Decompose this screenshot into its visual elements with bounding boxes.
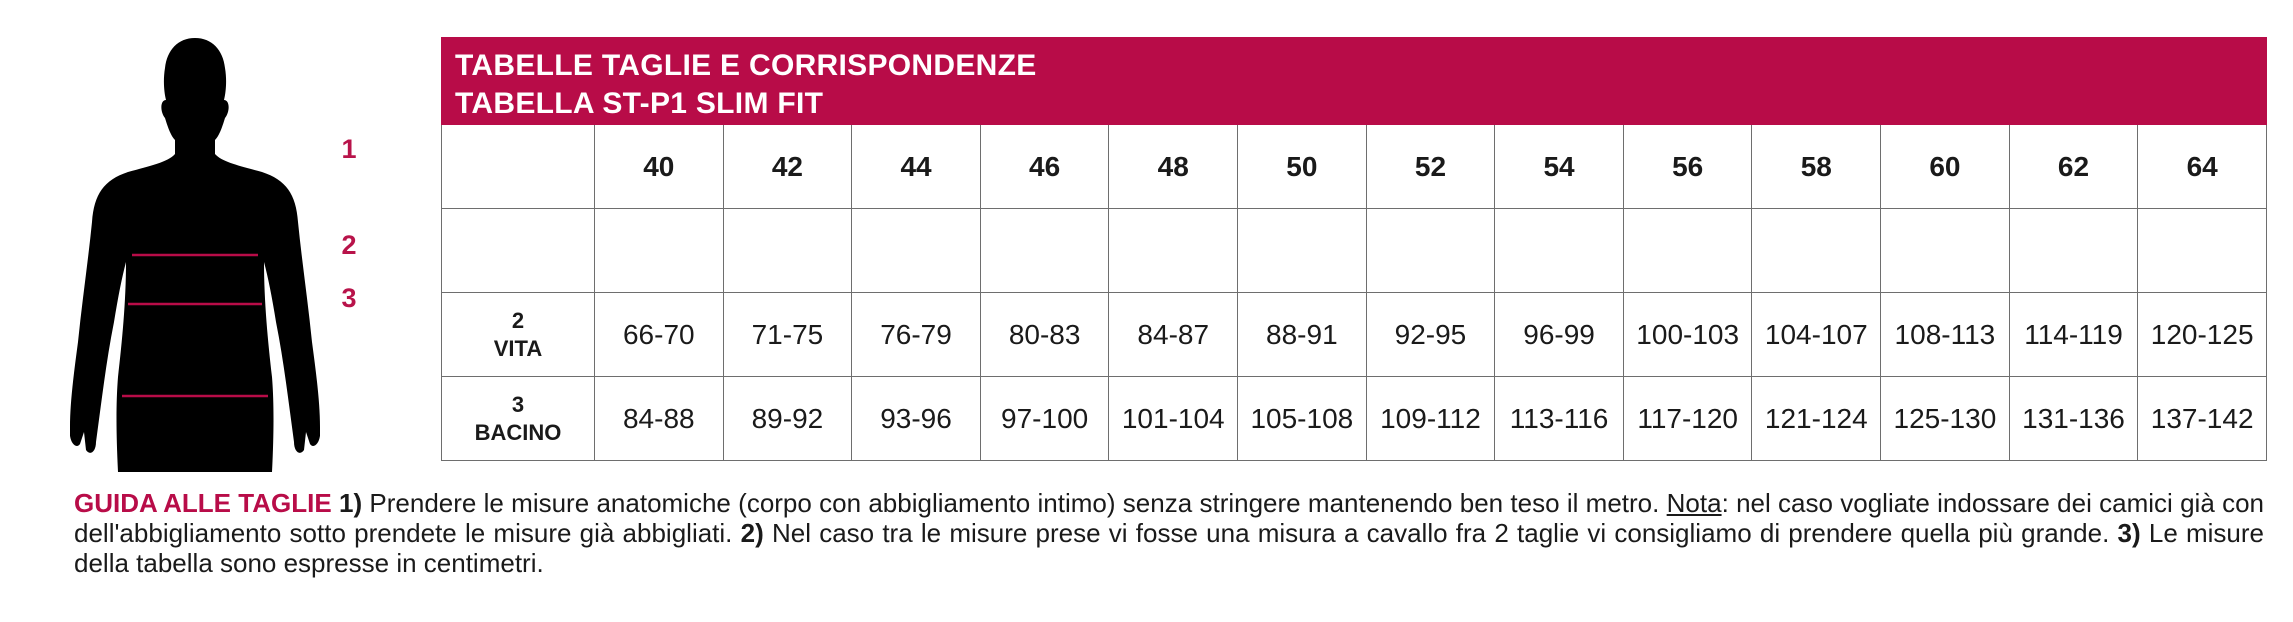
table-cell: 88-91: [1237, 292, 1367, 377]
size-header: 60: [1880, 125, 2010, 209]
table-cell: 93-96: [851, 376, 981, 461]
marker-3: 3: [341, 283, 357, 313]
table-cell: 125-130: [1880, 376, 2010, 461]
table-cell: 84-88: [594, 376, 724, 461]
table-cell: 114-119: [2008, 292, 2139, 377]
size-header: 54: [1494, 125, 1624, 209]
table-cell: [1622, 208, 1753, 293]
table-cell: 71-75: [722, 292, 853, 377]
row-label-bacino: 3 BACINO: [441, 376, 595, 461]
table-cell: [2137, 208, 2267, 293]
table-cell: 121-124: [1751, 376, 1882, 461]
table-cell: 84-87: [1108, 292, 1239, 377]
table-cell: [1237, 208, 1367, 293]
marker-2: 2: [341, 230, 357, 260]
size-header: 46: [979, 125, 1110, 209]
table-cell: 97-100: [979, 376, 1110, 461]
table-cell: 108-113: [1880, 292, 2010, 377]
table-cell: 137-142: [2137, 376, 2267, 461]
table-cell: [979, 208, 1110, 293]
size-header: 64: [2137, 125, 2267, 209]
table-cell: [594, 208, 724, 293]
sizes-row: 40 42 44 46 48 50 52 54 56 58 60 62 64: [441, 125, 2267, 209]
guide-text: Prendere le misure anatomiche (corpo con…: [362, 488, 1667, 518]
size-grid: 40 42 44 46 48 50 52 54 56 58 60 62 64: [441, 125, 2267, 461]
empty-row: [441, 208, 2267, 293]
guide-title: GUIDA ALLE TAGLIE: [74, 488, 332, 518]
row-number: 2: [511, 307, 525, 333]
marker-1: 1: [341, 134, 357, 164]
table-cell: 109-112: [1365, 376, 1496, 461]
guide-step-number: 2): [740, 518, 764, 548]
table-title: TABELLE TAGLIE E CORRISPONDENZE: [455, 49, 1037, 82]
size-header: 56: [1622, 125, 1753, 209]
table-cell: 105-108: [1237, 376, 1367, 461]
table-cell: [1365, 208, 1496, 293]
guide-step-number: 3): [2117, 518, 2141, 548]
size-header: 58: [1751, 125, 1882, 209]
table-cell: 104-107: [1751, 292, 1882, 377]
size-header: 48: [1108, 125, 1239, 209]
row-label-vita: 2 VITA: [441, 292, 595, 377]
table-cell: [1751, 208, 1882, 293]
table-cell: 120-125: [2137, 292, 2267, 377]
table-cell: 92-95: [1365, 292, 1496, 377]
table-cell: [851, 208, 981, 293]
table-cell: 117-120: [1622, 376, 1753, 461]
row-label-text: VITA: [493, 335, 543, 361]
size-header: 62: [2008, 125, 2139, 209]
table-cell: 66-70: [594, 292, 724, 377]
size-header: 44: [851, 125, 981, 209]
row-number: 3: [511, 391, 525, 417]
table-title-bar: TABELLE TAGLIE E CORRISPONDENZE TABELLA …: [441, 37, 2267, 125]
table-cell: [2008, 208, 2139, 293]
row-label: [441, 208, 595, 293]
table-cell: 96-99: [1494, 292, 1624, 377]
table-cell: 80-83: [979, 292, 1110, 377]
row-label-text: BACINO: [474, 419, 562, 445]
guide-text: : nel caso vogliate indossare dei camici…: [74, 488, 2264, 548]
size-header: 52: [1365, 125, 1496, 209]
guide-note-label: Nota: [1666, 488, 1722, 518]
table-cell: [1880, 208, 2010, 293]
size-header: 42: [722, 125, 853, 209]
table-cell: 89-92: [722, 376, 853, 461]
table-subtitle: TABELLA ST-P1 SLIM FIT: [455, 87, 824, 120]
table-cell: 113-116: [1494, 376, 1624, 461]
guide-step-number: 1): [339, 488, 363, 518]
size-header: 50: [1237, 125, 1367, 209]
size-chart-table: TABELLE TAGLIE E CORRISPONDENZE TABELLA …: [441, 37, 2267, 461]
table-cell: 131-136: [2008, 376, 2139, 461]
table-cell: [1108, 208, 1239, 293]
vita-row: 2 VITA 66-70 71-75 76-79 80-83 84-87 88-…: [441, 292, 2267, 377]
table-cell: [722, 208, 853, 293]
corner-cell: [441, 125, 595, 209]
body-silhouette-icon: [69, 32, 321, 472]
guide-text: Le misure della tabella sono espresse in…: [74, 518, 2264, 578]
table-cell: 101-104: [1108, 376, 1239, 461]
size-header: 40: [594, 125, 724, 209]
table-cell: [1494, 208, 1624, 293]
table-cell: 100-103: [1622, 292, 1753, 377]
size-guide-text: GUIDA ALLE TAGLIE 1) Prendere le misure …: [74, 488, 2264, 578]
bacino-row: 3 BACINO 84-88 89-92 93-96 97-100 101-10…: [441, 376, 2267, 461]
guide-text: Nel caso tra le misure prese vi fosse un…: [763, 518, 2118, 548]
table-cell: 76-79: [851, 292, 981, 377]
